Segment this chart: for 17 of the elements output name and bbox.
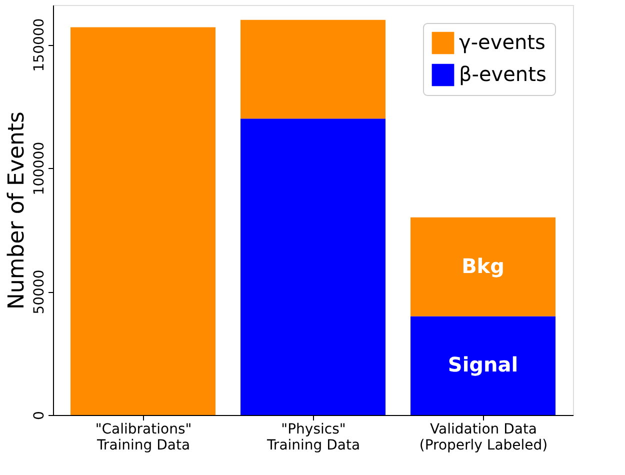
legend-label: γ-events: [459, 30, 546, 54]
y-tick-label: 100000: [32, 142, 48, 196]
x-tick-label: Validation Data (Properly Labeled): [419, 422, 548, 454]
legend-label: β-events: [459, 62, 546, 86]
bar: [70, 27, 216, 415]
y-tick-label: 0: [32, 411, 48, 420]
y-tick-label: 150000: [32, 18, 48, 72]
annotation: Signal: [448, 352, 518, 377]
bar: [410, 316, 556, 415]
annotation: Bkg: [462, 254, 504, 278]
y-axis-title: Number of Events: [4, 111, 30, 310]
x-tick-label: "Physics" Training Data: [266, 422, 360, 454]
bar: [240, 20, 386, 119]
x-tick-label: "Calibrations" Training Data: [95, 422, 192, 454]
bar: [410, 217, 556, 316]
y-tick-label: 50000: [32, 270, 48, 314]
bar: [240, 118, 386, 415]
